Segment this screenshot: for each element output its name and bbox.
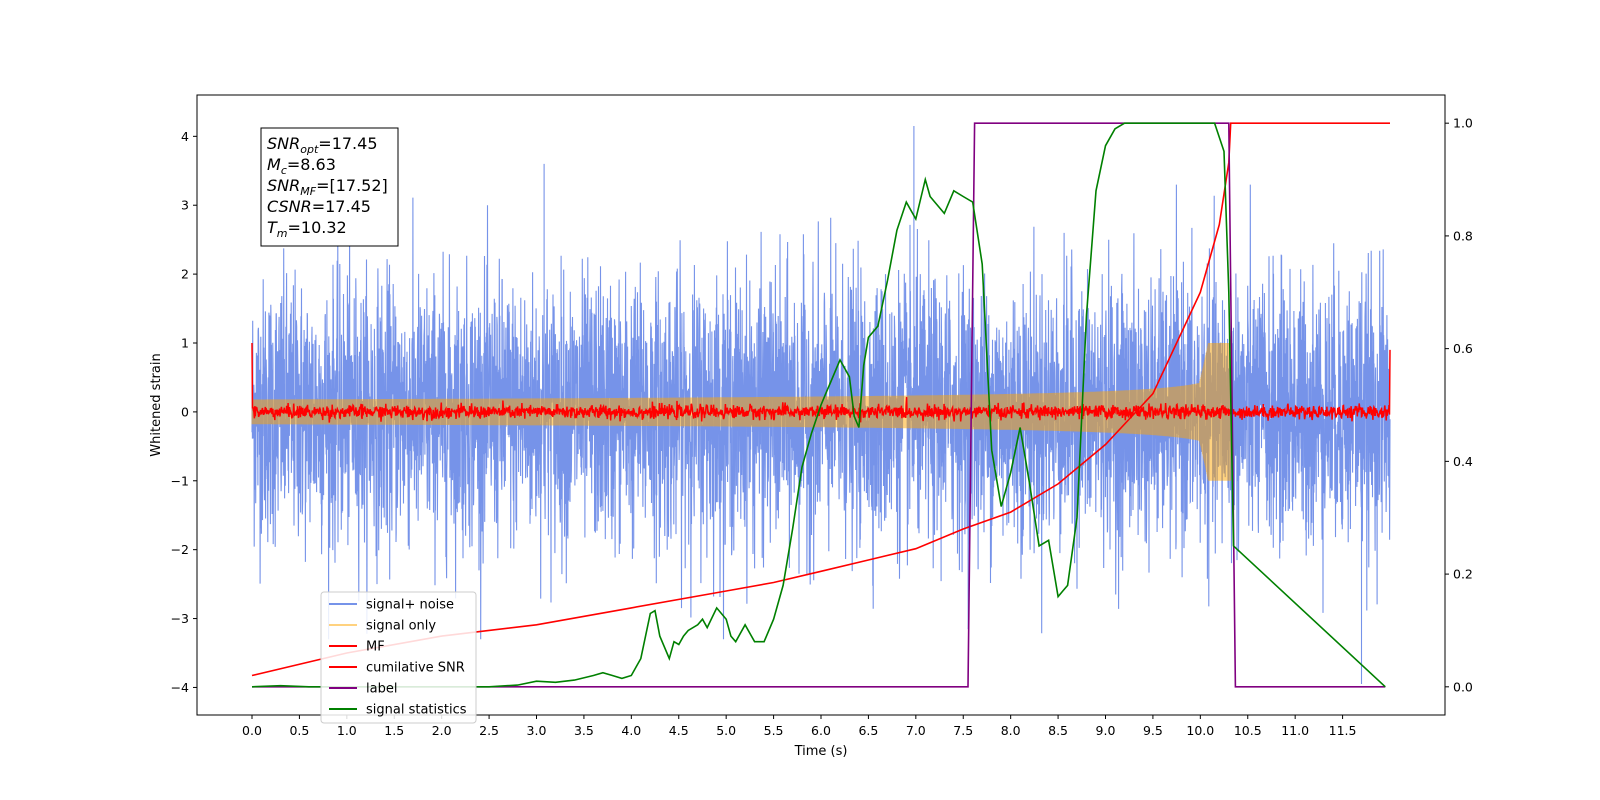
- annotation-line: SNRMF=[17.52]: [267, 176, 388, 198]
- x-tick-label: 3.0: [527, 723, 547, 738]
- label-line: [252, 122, 1386, 688]
- y-left-tick-label: 2: [181, 267, 189, 282]
- legend-label: cumilative SNR: [366, 661, 465, 676]
- x-tick-label: 8.0: [1001, 723, 1021, 738]
- y-left-tick-label: 3: [181, 198, 189, 213]
- x-tick-label: 2.0: [432, 723, 452, 738]
- x-tick-label: 7.5: [953, 723, 973, 738]
- x-tick-label: 5.5: [764, 723, 784, 738]
- y-right-tick-label: 0.8: [1453, 228, 1473, 243]
- y-right-tick-label: 0.2: [1453, 567, 1473, 582]
- y-left-tick-label: 4: [181, 129, 189, 144]
- legend-label: MF: [366, 640, 385, 655]
- x-tick-label: 5.0: [716, 723, 736, 738]
- legend-label: label: [366, 682, 397, 697]
- signal-statistics-line: [251, 122, 1386, 688]
- x-tick-label: 3.5: [574, 723, 594, 738]
- x-tick-label: 0.5: [289, 723, 309, 738]
- x-tick-label: 0.0: [242, 723, 262, 738]
- x-tick-label: 11.0: [1281, 723, 1309, 738]
- x-tick-label: 10.5: [1234, 723, 1262, 738]
- x-axis-label: Time (s): [794, 744, 848, 759]
- x-tick-label: 8.5: [1048, 723, 1068, 738]
- y-left-tick-label: 0: [181, 404, 189, 419]
- x-tick-label: 1.5: [384, 723, 404, 738]
- x-tick-label: 9.5: [1143, 723, 1163, 738]
- x-tick-label: 4.0: [621, 723, 641, 738]
- x-tick-label: 6.0: [811, 723, 831, 738]
- x-tick-label: 7.0: [906, 723, 926, 738]
- y-left-tick-label: −4: [171, 680, 189, 695]
- y-right-tick-label: 0.6: [1453, 341, 1473, 356]
- cumulative-snr-line: [251, 122, 1390, 677]
- legend-label: signal statistics: [366, 703, 467, 718]
- y-left-tick-label: −1: [171, 473, 189, 488]
- y-right-tick-label: 1.0: [1453, 116, 1473, 131]
- x-tick-label: 9.0: [1096, 723, 1116, 738]
- annotation-line: CSNR=17.45: [267, 197, 371, 216]
- annotation-line: SNRopt=17.45: [267, 134, 378, 156]
- y-left-tick-label: −2: [171, 542, 189, 557]
- annotation-line: Mc=8.63: [267, 155, 336, 177]
- x-tick-label: 4.5: [669, 723, 689, 738]
- x-tick-label: 6.5: [858, 723, 878, 738]
- y-left-tick-label: −3: [171, 611, 189, 626]
- y-right-tick-label: 0.0: [1453, 679, 1473, 694]
- x-tick-label: 11.5: [1329, 723, 1357, 738]
- x-tick-label: 10.0: [1186, 723, 1214, 738]
- legend-label: signal only: [366, 619, 436, 634]
- y-right-tick-label: 0.4: [1453, 454, 1473, 469]
- legend-label: signal+ noise: [366, 598, 454, 613]
- x-tick-label: 2.5: [479, 723, 499, 738]
- legend-box: [320, 591, 477, 724]
- y-left-tick-label: 1: [181, 336, 189, 351]
- mf-line: [251, 342, 1391, 423]
- y-axis-label: Whitened strain: [149, 353, 164, 456]
- annotation-box: [260, 127, 399, 247]
- annotation-line: Tm=10.32: [267, 218, 347, 240]
- x-tick-label: 1.0: [337, 723, 357, 738]
